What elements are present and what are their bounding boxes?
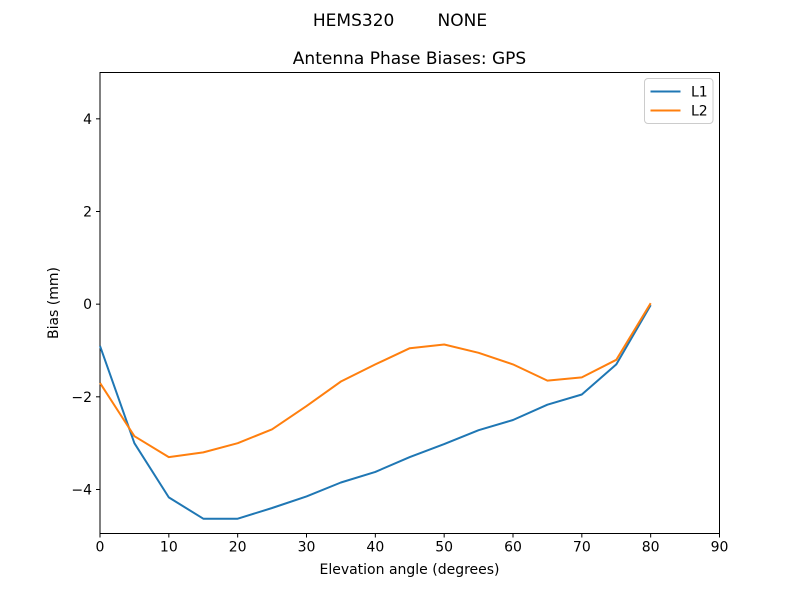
plot-border (99, 72, 720, 534)
legend-label-l2: L2 (691, 104, 708, 120)
x-tick-label: 20 (229, 540, 247, 556)
x-tick-label: 10 (160, 540, 178, 556)
plot-area: 0 10 20 30 40 50 60 70 80 90 −4 −2 0 2 4 (71, 72, 729, 556)
y-tick-label: −4 (71, 482, 92, 498)
y-tick-label: 4 (83, 112, 92, 128)
y-tick-label: 2 (83, 204, 92, 220)
x-tick-label: 0 (96, 540, 105, 556)
x-tick-label: 30 (298, 540, 316, 556)
x-tick-label: 60 (504, 540, 522, 556)
x-tick-label: 40 (366, 540, 384, 556)
x-tick-label: 70 (573, 540, 591, 556)
x-tick-label: 50 (435, 540, 453, 556)
legend-label-l1: L1 (691, 85, 708, 101)
x-tick-label: 80 (642, 540, 660, 556)
legend-box (644, 78, 714, 124)
y-axis-label: Bias (mm) (46, 267, 62, 339)
series-l2-line (99, 302, 652, 459)
x-tick-label: 90 (711, 540, 729, 556)
y-tick-label: −2 (71, 390, 92, 406)
x-axis-label: Elevation angle (degrees) (319, 562, 499, 578)
chart-title: Antenna Phase Biases: GPS (293, 49, 526, 69)
y-tick-label: 0 (83, 297, 92, 313)
series-l1-line (99, 304, 652, 520)
figure-suptitle: HEMS320 NONE (313, 11, 487, 31)
